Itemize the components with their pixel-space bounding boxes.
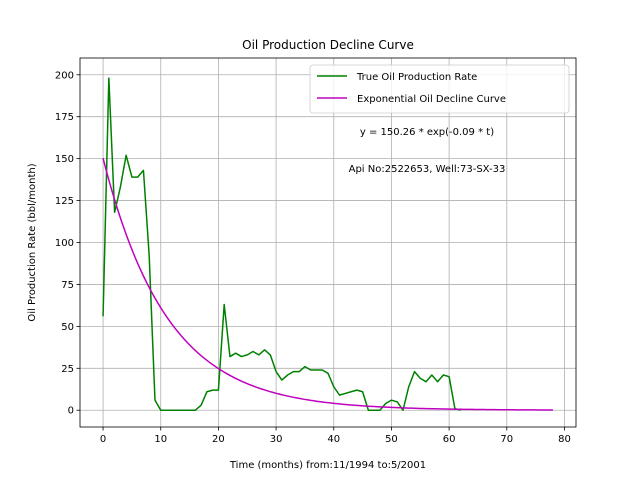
y-axis-label: Oil Production Rate (bbl/month) [27, 163, 38, 321]
x-axis-label: Time (months) from:11/1994 to:5/2001 [229, 460, 426, 471]
x-tick-label: 40 [327, 434, 340, 445]
y-tick-label: 150 [55, 154, 74, 165]
y-tick-label: 75 [61, 280, 74, 291]
series-line-exponential-oil-decline-curve [102, 158, 553, 411]
x-tick-label: 70 [500, 434, 513, 445]
x-tick-label: 30 [270, 434, 283, 445]
x-tick-label: 0 [100, 434, 106, 445]
y-tick-label: 100 [55, 238, 74, 249]
legend: True Oil Production Rate Exponential Oil… [309, 64, 570, 114]
y-tick-label: 175 [55, 112, 74, 123]
x-tick-label: 60 [443, 434, 456, 445]
well-id-annotation: Api No:2522653, Well:73-SX-33 [349, 164, 506, 175]
series-layer [102, 77, 553, 411]
fit-equation-annotation: y = 150.26 * exp(-0.09 * t) [360, 127, 494, 138]
legend-label-true-rate: True Oil Production Rate [356, 72, 477, 83]
y-tick-label: 25 [61, 364, 74, 375]
legend-box [309, 64, 570, 114]
legend-label-exponential-fit: Exponential Oil Decline Curve [357, 94, 506, 105]
chart-title: Oil Production Decline Curve [242, 38, 414, 52]
y-tick-label: 50 [61, 322, 74, 333]
x-tick-label: 20 [212, 434, 225, 445]
x-tick-label: 10 [154, 434, 167, 445]
y-tick-label: 200 [55, 70, 74, 81]
y-tick-label: 125 [55, 196, 74, 207]
y-tick-label: 0 [68, 406, 74, 417]
x-tick-label: 50 [385, 434, 398, 445]
x-tick-label: 80 [558, 434, 571, 445]
ticks: 0 10 20 30 40 50 60 70 80 0 25 50 75 100 125 150 175 200 [55, 70, 571, 445]
